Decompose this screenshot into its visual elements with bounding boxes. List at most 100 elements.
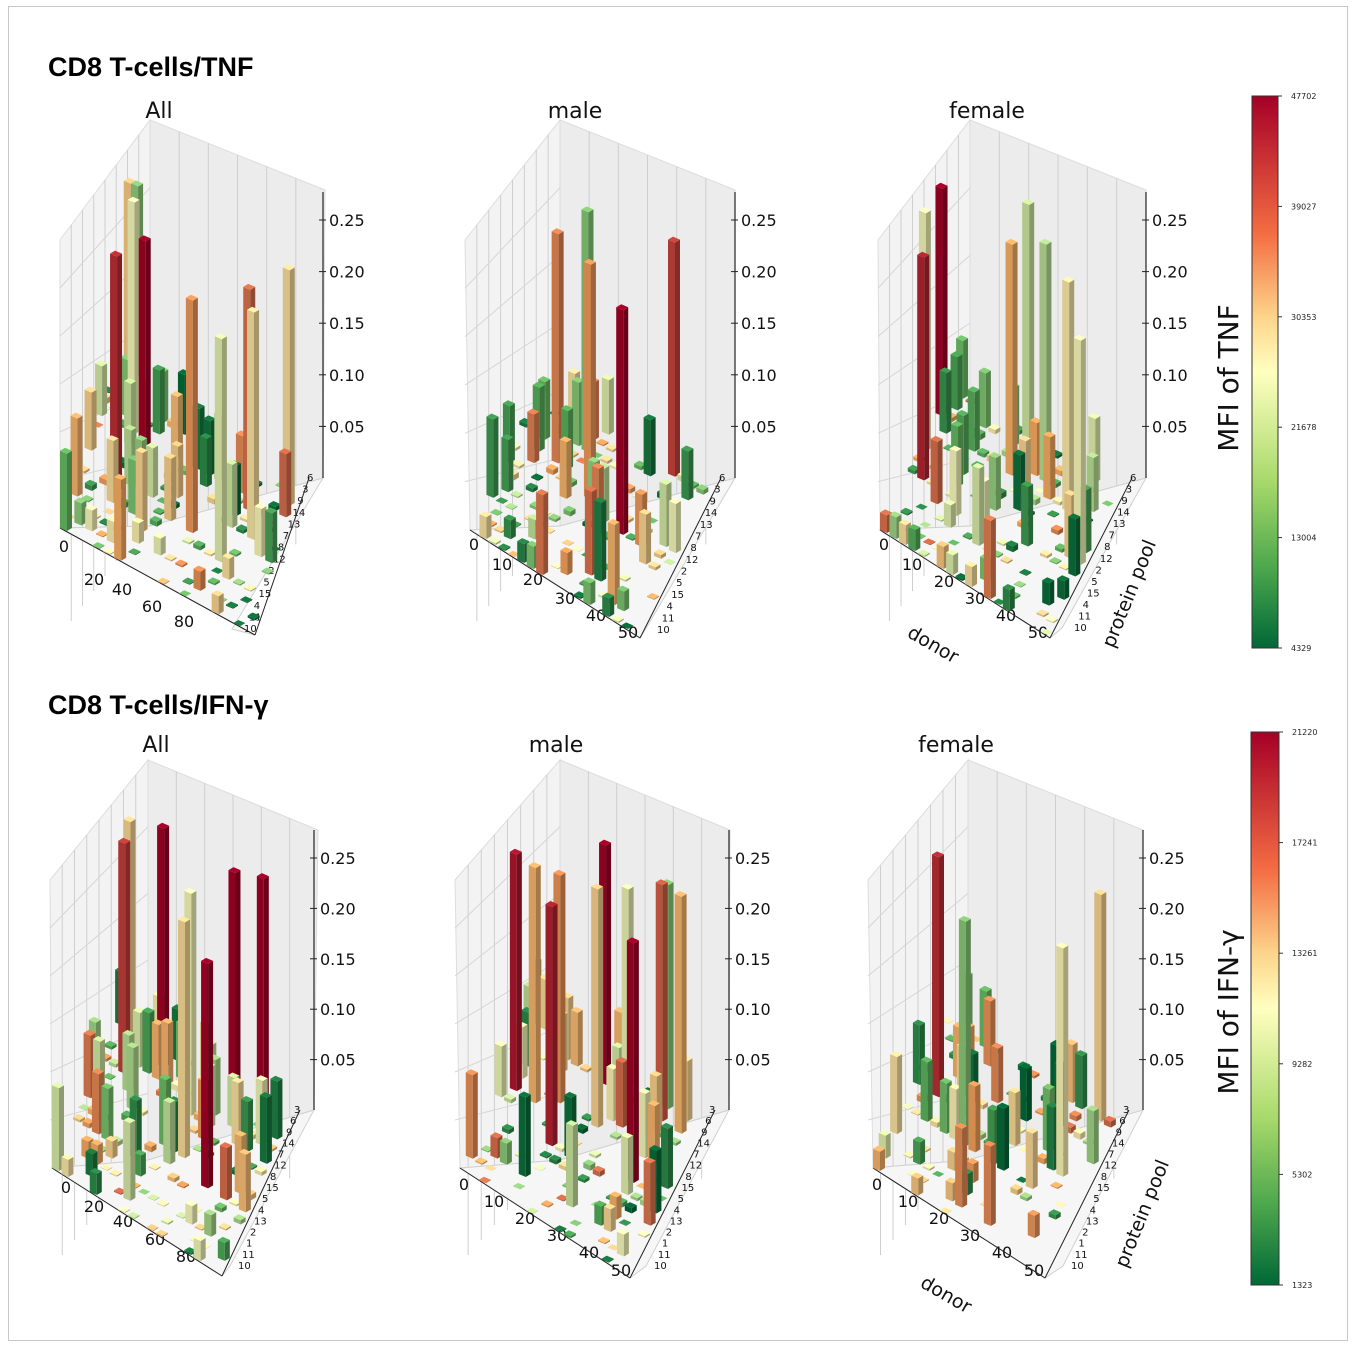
bar-4-82 (541, 1200, 554, 1208)
bar-top (922, 1162, 935, 1169)
bar-1-97 (560, 546, 573, 576)
bar-top (908, 524, 921, 531)
bar-top (78, 1104, 91, 1111)
bar-1-33 (667, 236, 680, 477)
bar-top (1054, 1201, 1067, 1208)
bar-face (108, 1061, 116, 1068)
bar-face (554, 1228, 562, 1233)
y-tick-label: 9 (701, 1127, 707, 1138)
bar-face (193, 568, 201, 591)
bar-top (649, 1145, 662, 1152)
bar-top (920, 1056, 933, 1063)
z-tick-label: 0.25 (320, 849, 356, 868)
bar-top (900, 507, 913, 514)
bar-top (1103, 1115, 1116, 1122)
bar-face (958, 918, 966, 1147)
bar-face (563, 508, 571, 517)
bar-3-91 (89, 1168, 102, 1195)
bar-face (512, 1185, 520, 1190)
bar-side (616, 1194, 622, 1220)
bar-side (548, 1203, 554, 1208)
bar-face (519, 420, 527, 428)
bar-top (1000, 556, 1013, 563)
bar-side (221, 336, 227, 563)
bar-side (495, 540, 501, 545)
grid-line (464, 322, 561, 386)
bar-top (92, 542, 105, 549)
bar-top (104, 1040, 117, 1047)
bar-top (946, 549, 959, 556)
bar-face (219, 1145, 227, 1201)
bar-face (201, 960, 209, 1189)
bar-face (539, 1153, 547, 1159)
bar-side (623, 307, 629, 535)
bar-top (135, 435, 148, 442)
bar-face (60, 450, 67, 531)
bar-side (946, 1210, 952, 1214)
bar-side (508, 437, 514, 493)
bar-top (934, 514, 947, 521)
bar-4-19 (494, 1040, 507, 1098)
bar-side (110, 1075, 116, 1080)
bar-side (508, 1126, 514, 1135)
bar-side (963, 338, 969, 399)
bar-0-79 (185, 294, 198, 534)
bar-top (1042, 577, 1055, 584)
y-tick-label: 3 (1126, 485, 1132, 496)
bar-0-82 (96, 530, 109, 538)
bar-1-30 (546, 464, 559, 476)
bar-face (243, 587, 251, 592)
bar-side (532, 485, 538, 493)
bar-top (939, 367, 952, 374)
bar-top (144, 1140, 157, 1147)
bar-side (59, 1085, 64, 1171)
bar-side (91, 389, 97, 451)
bar-side (1015, 594, 1021, 600)
bar-4-98 (601, 1255, 614, 1263)
bar-1-51 (681, 445, 694, 501)
bar-top (968, 1080, 981, 1087)
bar-4-5 (570, 1006, 583, 1067)
bar-2-74 (923, 538, 936, 546)
bar-face (945, 1180, 953, 1202)
bar-side (235, 870, 241, 1098)
bar-face (531, 476, 539, 481)
bar-1-82 (498, 543, 511, 551)
bar-face (193, 543, 201, 551)
bar-0-104 (222, 552, 235, 580)
bar-face (1029, 420, 1037, 477)
bar-0-96 (254, 503, 267, 558)
bar-top (539, 1150, 552, 1157)
bar-face (110, 253, 118, 492)
bar-top (935, 182, 948, 189)
bar-top (231, 1077, 244, 1084)
bar-top (681, 445, 694, 452)
bar-1-108 (602, 592, 615, 617)
bar-face (207, 496, 215, 505)
bar-face (178, 919, 186, 1159)
bar-2-95 (946, 549, 959, 575)
bar-top (911, 1172, 924, 1179)
bar-face (977, 450, 985, 458)
bar-face (225, 462, 233, 528)
bar-side (975, 1083, 981, 1153)
bar-side (116, 1172, 122, 1177)
bar-side (516, 851, 522, 1092)
bar-face (630, 1195, 638, 1202)
bar-face (525, 485, 533, 493)
bar-0-73 (225, 459, 238, 528)
bar-4-75 (630, 1192, 643, 1202)
bar-top (983, 515, 996, 522)
bar-side (240, 622, 246, 627)
bar-0-106 (182, 577, 195, 585)
bar-2-82 (1006, 540, 1019, 553)
bar-0-78 (135, 447, 148, 533)
bar-side (225, 1226, 231, 1231)
bar-side (1035, 496, 1041, 506)
bar-top (581, 1113, 594, 1120)
bar-1-90 (639, 508, 652, 565)
bar-3-107 (218, 1223, 231, 1231)
xlabel-tnf-female: donor (904, 621, 963, 668)
bar-side (185, 919, 191, 1159)
bar-face (643, 1160, 651, 1226)
